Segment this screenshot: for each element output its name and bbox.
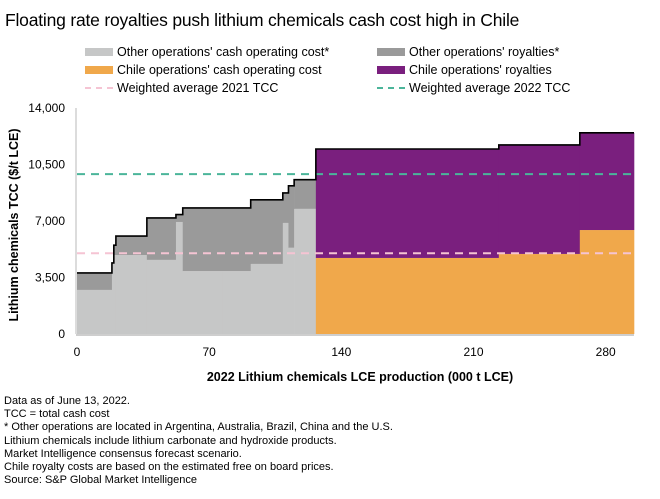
legend-label: Weighted average 2021 TCC — [117, 81, 279, 95]
footnote: TCC = total cash cost — [4, 408, 110, 421]
legend-swatch-other-royalties — [377, 48, 405, 56]
y-tick-label: 7,000 — [35, 214, 65, 228]
x-tick-label: 70 — [202, 345, 216, 359]
other-cash-cost-bar-0 — [77, 289, 113, 334]
chile-royalty-bar-12 — [315, 149, 500, 258]
other-cash-cost-bar-7 — [222, 271, 252, 334]
bars-layer — [77, 132, 635, 334]
other-royalty-bar-10 — [288, 185, 295, 248]
chart-title: Floating rate royalties push lithium che… — [5, 10, 520, 30]
legend-label: Chile operations' cash operating cost — [117, 63, 322, 77]
legend-swatch-other-cash — [85, 48, 113, 56]
other-royalty-bar-5 — [175, 214, 184, 222]
footnote: Market Intelligence consensus forecast s… — [4, 447, 242, 460]
other-royalty-bar-3 — [115, 236, 148, 256]
x-tick-labels: 0 70 140 210 280 — [74, 345, 616, 359]
footnote-source: Source: S&P Global Market Intelligence — [4, 474, 198, 487]
x-axis-title: 2022 Lithium chemicals LCE production (0… — [206, 370, 514, 384]
footnote: Lithium chemicals include lithium carbon… — [4, 434, 337, 447]
legend-item-other-royalties: Other operations' royalties* — [377, 45, 559, 59]
x-tick-label: 280 — [596, 345, 616, 359]
chile-cash-cost-bar-14 — [579, 230, 635, 334]
footnotes: Data as of June 13, 2022. TCC = total ca… — [4, 395, 393, 487]
other-cash-cost-bar-5 — [175, 221, 184, 334]
footnote: * Other operations are located in Argent… — [4, 421, 393, 434]
y-tick-label: 10,500 — [28, 158, 65, 172]
other-cash-cost-bar-8 — [250, 263, 284, 334]
other-cash-cost-bar-2 — [113, 255, 117, 334]
chile-cash-cost-bar-13 — [498, 253, 581, 334]
other-royalty-bar-0 — [77, 272, 113, 290]
legend-dash-avg-2021 — [85, 87, 113, 89]
other-cash-cost-bar-4 — [146, 259, 177, 334]
chile-royalty-bar-13 — [498, 144, 581, 254]
legend-dash-avg-2022 — [377, 87, 405, 89]
legend-label: Chile operations' royalties — [409, 63, 552, 77]
other-royalty-bar-7 — [222, 207, 252, 272]
total-cost-outline — [77, 132, 634, 274]
footnote: Data as of June 13, 2022. — [4, 395, 130, 407]
other-cash-cost-bar-3 — [115, 255, 148, 334]
y-tick-label: 3,500 — [35, 271, 65, 285]
other-cash-cost-bar-11 — [294, 208, 317, 334]
x-tick-label: 0 — [74, 345, 81, 359]
x-tick-label: 210 — [463, 345, 483, 359]
other-royalty-bar-11 — [294, 179, 317, 209]
other-royalty-bar-9 — [282, 192, 289, 223]
reference-lines-layer — [77, 173, 634, 255]
other-royalty-bar-8 — [250, 199, 284, 264]
y-tick-labels: 0 3,500 7,000 10,500 14,000 — [28, 101, 65, 341]
legend-item-other-cash: Other operations' cash operating cost* — [85, 45, 329, 59]
y-tick-label: 0 — [58, 327, 65, 341]
chile-cash-cost-bar-12 — [315, 257, 500, 334]
other-cash-cost-bar-10 — [288, 247, 295, 334]
legend-label: Other operations' royalties* — [409, 45, 560, 59]
legend-item-chile-royalties: Chile operations' royalties — [377, 63, 552, 77]
other-cash-cost-bar-9 — [282, 222, 289, 334]
footnote: Chile royalty costs are based on the est… — [4, 461, 334, 474]
legend-label: Weighted average 2022 TCC — [409, 81, 571, 95]
legend: Other operations' cash operating cost* O… — [85, 45, 645, 105]
other-cash-cost-bar-6 — [182, 271, 223, 334]
legend-label: Other operations' cash operating cost* — [117, 45, 330, 59]
legend-swatch-chile-royalties — [377, 66, 405, 74]
legend-swatch-chile-cash — [85, 66, 113, 74]
other-royalty-bar-6 — [182, 207, 223, 272]
x-tick-label: 140 — [331, 345, 351, 359]
chile-royalty-bar-14 — [579, 132, 635, 231]
y-tick-label: 14,000 — [28, 101, 65, 115]
legend-item-avg-2022: Weighted average 2022 TCC — [377, 81, 570, 95]
other-royalty-bar-2 — [113, 245, 117, 256]
legend-item-chile-cash: Chile operations' cash operating cost — [85, 63, 322, 77]
other-cash-cost-bar-1 — [111, 262, 115, 334]
legend-item-avg-2021: Weighted average 2021 TCC — [85, 81, 278, 95]
